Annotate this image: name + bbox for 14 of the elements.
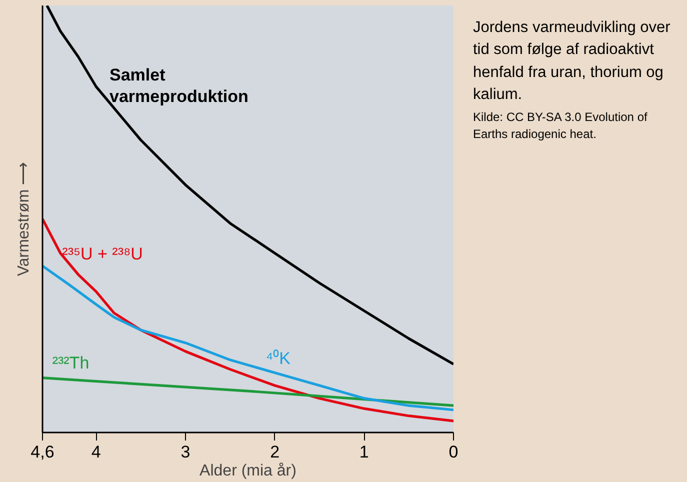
x-tick-label: 0: [448, 442, 458, 462]
series-label: ⁴⁰K: [266, 349, 292, 368]
x-tick-label: 4: [91, 442, 101, 462]
series-label: ²³²Th: [52, 354, 90, 373]
x-tick-label: 2: [270, 442, 280, 462]
x-axis-title: Alder (mia år): [200, 462, 296, 480]
series-label: ²³⁵U + ²³⁸U: [62, 244, 143, 264]
series-label: Samlet varmeproduktion: [110, 65, 248, 106]
text: Kilde: CC BY-SA 3.0 Evolution of Earths radiogenic heat.: [473, 108, 648, 144]
x-tick-label: 4,6: [30, 442, 54, 462]
x-tick-label: 3: [180, 442, 190, 462]
text: Jordens varmeudvikling over tid som følge af radioaktivt henfald fra uran, thorium og kalium.: [473, 18, 672, 106]
x-tick-label: 1: [359, 442, 369, 462]
y-axis-title: Varmestrøm ⟶: [16, 162, 32, 276]
